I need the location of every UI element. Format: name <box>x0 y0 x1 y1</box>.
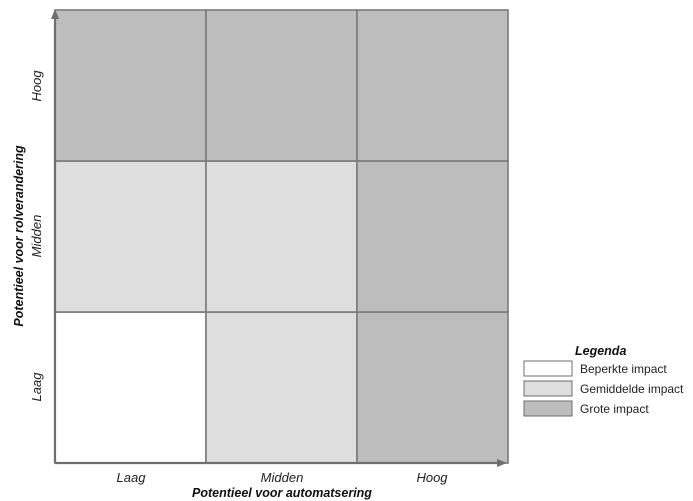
y-axis-arrowhead <box>51 9 59 19</box>
x-axis-title: Potentieel voor automatsering <box>192 486 372 500</box>
matrix-cell-hoog-laag <box>54 9 207 162</box>
x-tick-hoog: Hoog <box>416 470 448 485</box>
y-tick-midden: Midden <box>29 215 44 258</box>
legend-swatch-high <box>523 400 573 417</box>
matrix-cell-midden-hoog <box>356 160 509 313</box>
x-tick-laag: Laag <box>117 470 147 485</box>
matrix-cell-laag-hoog <box>356 311 509 464</box>
legend-swatch-mid <box>523 380 573 397</box>
matrix-cells <box>54 9 509 464</box>
y-axis-title: Potentieel voor rolverandering <box>12 145 26 327</box>
legend-label-low: Beperkte impact <box>580 362 667 376</box>
x-tick-midden: Midden <box>261 470 304 485</box>
matrix-cell-midden-laag <box>54 160 207 313</box>
x-axis-arrowhead <box>497 459 507 467</box>
legend: Beperkte impact Gemiddelde impact Grote im… <box>523 360 684 417</box>
legend-label-mid: Gemiddelde impact <box>580 382 684 396</box>
y-tick-hoog: Hoog <box>29 70 44 102</box>
legend-label-high: Grote impact <box>580 402 649 416</box>
matrix-cell-midden-midden <box>205 160 358 313</box>
matrix-cell-hoog-hoog <box>356 9 509 162</box>
matrix-cell-laag-midden <box>205 311 358 464</box>
matrix-cell-hoog-midden <box>205 9 358 162</box>
y-tick-laag: Laag <box>29 372 44 402</box>
matrix-cell-laag-laag <box>54 311 207 464</box>
legend-swatch-low <box>523 360 573 377</box>
legend-title: Legenda <box>575 344 626 358</box>
